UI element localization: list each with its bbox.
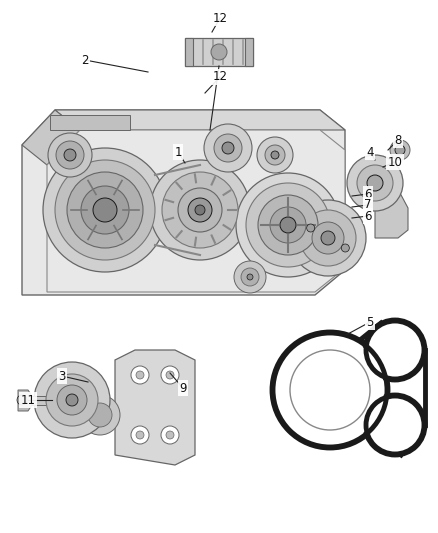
Circle shape [57, 385, 87, 415]
Circle shape [211, 44, 227, 60]
Circle shape [136, 431, 144, 439]
Circle shape [347, 155, 403, 211]
Text: 1: 1 [174, 146, 182, 158]
Circle shape [321, 231, 335, 245]
Circle shape [280, 217, 296, 233]
Circle shape [17, 395, 27, 405]
Circle shape [258, 195, 318, 255]
Polygon shape [115, 350, 195, 465]
Circle shape [300, 210, 356, 266]
Polygon shape [375, 193, 408, 238]
Polygon shape [18, 396, 65, 405]
Circle shape [67, 172, 143, 248]
Circle shape [307, 224, 314, 232]
Polygon shape [185, 38, 253, 66]
Polygon shape [47, 130, 345, 292]
Text: 4: 4 [366, 146, 374, 158]
Circle shape [161, 366, 179, 384]
Circle shape [136, 371, 144, 379]
Circle shape [64, 149, 76, 161]
Circle shape [365, 395, 425, 455]
Circle shape [34, 362, 110, 438]
Text: 2: 2 [81, 53, 89, 67]
Text: 11: 11 [21, 393, 35, 407]
Polygon shape [55, 110, 345, 130]
Text: 3: 3 [58, 369, 66, 383]
Circle shape [166, 371, 174, 379]
Polygon shape [50, 115, 130, 130]
Polygon shape [18, 390, 32, 411]
Circle shape [369, 399, 421, 451]
Circle shape [265, 145, 285, 165]
Circle shape [162, 172, 238, 248]
Circle shape [150, 160, 250, 260]
Circle shape [395, 145, 405, 155]
Circle shape [131, 426, 149, 444]
Polygon shape [245, 38, 253, 66]
Circle shape [369, 324, 421, 376]
Polygon shape [22, 110, 80, 165]
Circle shape [246, 183, 330, 267]
Circle shape [365, 320, 425, 380]
Circle shape [55, 160, 155, 260]
Circle shape [93, 198, 117, 222]
Circle shape [290, 200, 366, 276]
Circle shape [188, 198, 212, 222]
Circle shape [272, 332, 388, 448]
Circle shape [241, 268, 259, 286]
Circle shape [367, 175, 383, 191]
Circle shape [236, 173, 340, 277]
Text: 10: 10 [388, 156, 403, 168]
Circle shape [222, 142, 234, 154]
Circle shape [43, 148, 167, 272]
Circle shape [161, 426, 179, 444]
Circle shape [88, 403, 112, 427]
Circle shape [341, 244, 350, 252]
Circle shape [80, 395, 120, 435]
Text: 9: 9 [179, 382, 187, 394]
Circle shape [204, 124, 252, 172]
Circle shape [247, 274, 253, 280]
Circle shape [257, 137, 293, 173]
Text: 6: 6 [364, 209, 372, 222]
Circle shape [357, 165, 393, 201]
Circle shape [195, 205, 205, 215]
Polygon shape [185, 38, 193, 66]
Text: 7: 7 [364, 198, 372, 212]
Circle shape [56, 141, 84, 169]
Circle shape [390, 140, 410, 160]
Text: 12: 12 [212, 12, 227, 25]
Polygon shape [22, 110, 345, 295]
Circle shape [234, 261, 266, 293]
Circle shape [66, 394, 78, 406]
Text: 5: 5 [366, 316, 374, 328]
Text: 8: 8 [394, 133, 402, 147]
Circle shape [178, 188, 222, 232]
Circle shape [81, 186, 129, 234]
Circle shape [131, 366, 149, 384]
Circle shape [270, 207, 306, 243]
Circle shape [276, 336, 384, 444]
Circle shape [290, 350, 370, 430]
Text: 12: 12 [212, 70, 227, 84]
Text: 6: 6 [364, 188, 372, 200]
Circle shape [271, 151, 279, 159]
Circle shape [166, 431, 174, 439]
Circle shape [312, 222, 344, 254]
Circle shape [214, 134, 242, 162]
Circle shape [48, 133, 92, 177]
Circle shape [46, 374, 98, 426]
